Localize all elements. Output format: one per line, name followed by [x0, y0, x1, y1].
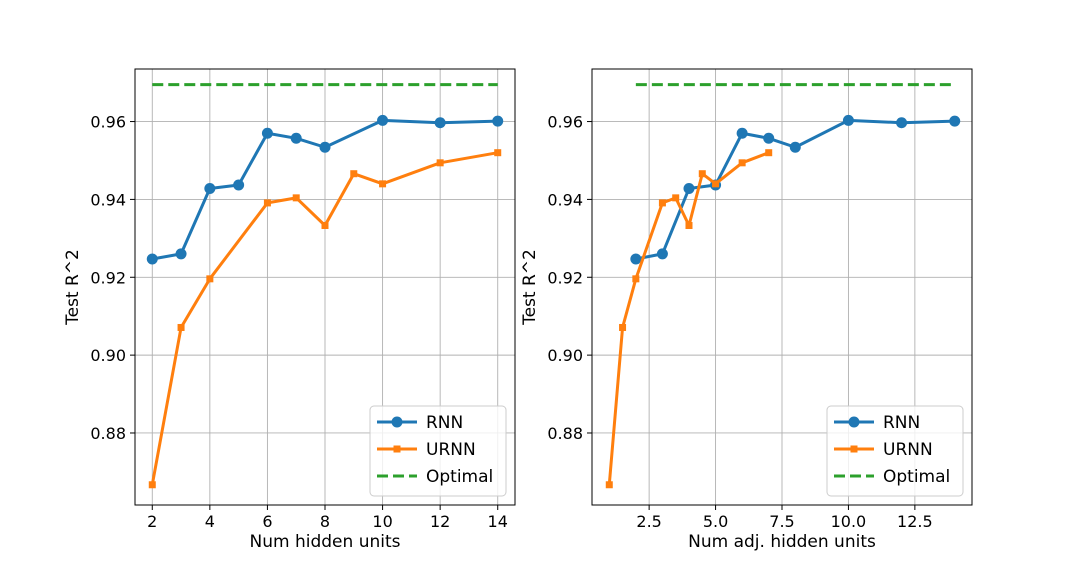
left-series-rnn-point	[290, 132, 302, 144]
left-series-rnn-point	[233, 179, 245, 191]
left-series-urnn-point	[292, 194, 300, 202]
right-legend-optimal-label: Optimal	[883, 467, 950, 487]
left-legend-urnn-label: URNN	[426, 440, 476, 460]
left-xtick-label: 4	[205, 512, 215, 531]
right-series-urnn-point	[605, 481, 613, 489]
left-series-rnn-point	[175, 248, 187, 260]
left-series-rnn-point	[146, 253, 158, 265]
right-legend: RNN URNN Optimal	[826, 405, 964, 497]
left-series-urnn-point	[321, 221, 329, 229]
right-y-axis-label: Test R^2	[520, 249, 540, 326]
left-series-rnn-line	[152, 118, 498, 261]
right-series-urnn-point	[712, 180, 720, 188]
left-xtick-label: 6	[262, 512, 272, 531]
chart-left: 2 4 6 8 10 12 14 0.88 0.90 0.92 0.94 0.96 Num hidden…	[63, 68, 516, 552]
left-series-rnn-point	[434, 117, 446, 129]
left-legend-box	[369, 405, 507, 497]
left-series-urnn-point	[206, 275, 214, 283]
left-ytick-label: 0.90	[90, 346, 126, 365]
left-legend-urnn-marker	[393, 445, 401, 453]
right-series-rnn-point	[842, 114, 854, 126]
left-series-urnn-point	[148, 481, 156, 489]
right-ytick-label: 0.90	[547, 346, 583, 365]
left-ytick-label: 0.88	[90, 424, 126, 443]
right-series-urnn-point	[632, 275, 640, 283]
right-series-urnn-point	[672, 194, 680, 202]
right-xtick-label: 5.0	[703, 512, 728, 531]
left-ytick-label: 0.96	[90, 113, 126, 132]
left-legend-rnn-marker	[391, 416, 403, 428]
left-series-urnn-line	[150, 151, 498, 486]
right-series-urnn-point	[658, 199, 666, 207]
right-series-rnn-point	[656, 248, 668, 260]
left-xtick-label: 8	[320, 512, 330, 531]
right-legend-urnn-marker	[850, 445, 858, 453]
left-y-axis-label: Test R^2	[63, 249, 83, 326]
left-series-rnn-point	[492, 115, 504, 127]
right-legend-rnn-label: RNN	[883, 413, 920, 433]
right-series-rnn-point	[896, 117, 908, 129]
right-legend-box	[826, 405, 964, 497]
right-series-urnn-point	[738, 159, 746, 167]
right-series-rnn-point	[630, 253, 642, 265]
right-series-urnn-point	[619, 323, 627, 331]
right-legend-rnn-marker	[848, 416, 860, 428]
right-x-axis-label: Num adj. hidden units	[688, 532, 876, 552]
right-series-rnn-point	[683, 183, 695, 195]
right-series-rnn-point	[736, 127, 748, 139]
right-series-rnn-point	[789, 141, 801, 153]
left-series-urnn-point	[494, 149, 502, 157]
right-series-urnn-line	[607, 151, 770, 485]
right-series-rnn-line	[635, 118, 955, 261]
left-legend-optimal-label: Optimal	[426, 467, 493, 487]
left-legend: RNN URNN Optimal	[369, 405, 507, 497]
left-series-rnn-point	[204, 183, 216, 195]
left-series-rnn-point	[261, 127, 273, 139]
left-series-urnn-point	[263, 199, 271, 207]
left-ytick-label: 0.92	[90, 268, 126, 287]
right-ytick-label: 0.92	[547, 268, 583, 287]
left-series-urnn-point	[379, 180, 387, 188]
left-xtick-label: 10	[372, 512, 392, 531]
right-legend-urnn-label: URNN	[883, 440, 933, 460]
right-ytick-label: 0.88	[547, 424, 583, 443]
right-series-urnn-point	[685, 221, 693, 229]
right-xtick-label: 10.0	[831, 512, 867, 531]
left-series-rnn-point	[319, 141, 331, 153]
right-ytick-label: 0.94	[547, 190, 583, 209]
right-series-urnn-point	[765, 149, 773, 157]
left-series-urnn-point	[177, 323, 185, 331]
left-series-urnn-point	[350, 170, 358, 178]
left-legend-rnn-label: RNN	[426, 413, 463, 433]
right-series-rnn-point	[949, 115, 961, 127]
left-ytick-label: 0.94	[90, 190, 126, 209]
right-series-rnn-point	[763, 132, 775, 144]
right-ytick-label: 0.96	[547, 113, 583, 132]
right-series-urnn-point	[698, 170, 706, 178]
left-xtick-label: 14	[488, 512, 508, 531]
left-series-urnn-point	[436, 159, 444, 167]
right-xtick-label: 2.5	[636, 512, 661, 531]
left-x-axis-label: Num hidden units	[250, 532, 401, 552]
right-xtick-label: 7.5	[769, 512, 794, 531]
left-xtick-label: 12	[430, 512, 450, 531]
left-xtick-label: 2	[147, 512, 157, 531]
right-xtick-label: 12.5	[897, 512, 933, 531]
left-series-rnn-point	[377, 114, 389, 126]
chart-right: 2.5 5.0 7.5 10.0 12.5 0.88 0.90 0.92 0.94 0.96 Num…	[520, 68, 973, 552]
